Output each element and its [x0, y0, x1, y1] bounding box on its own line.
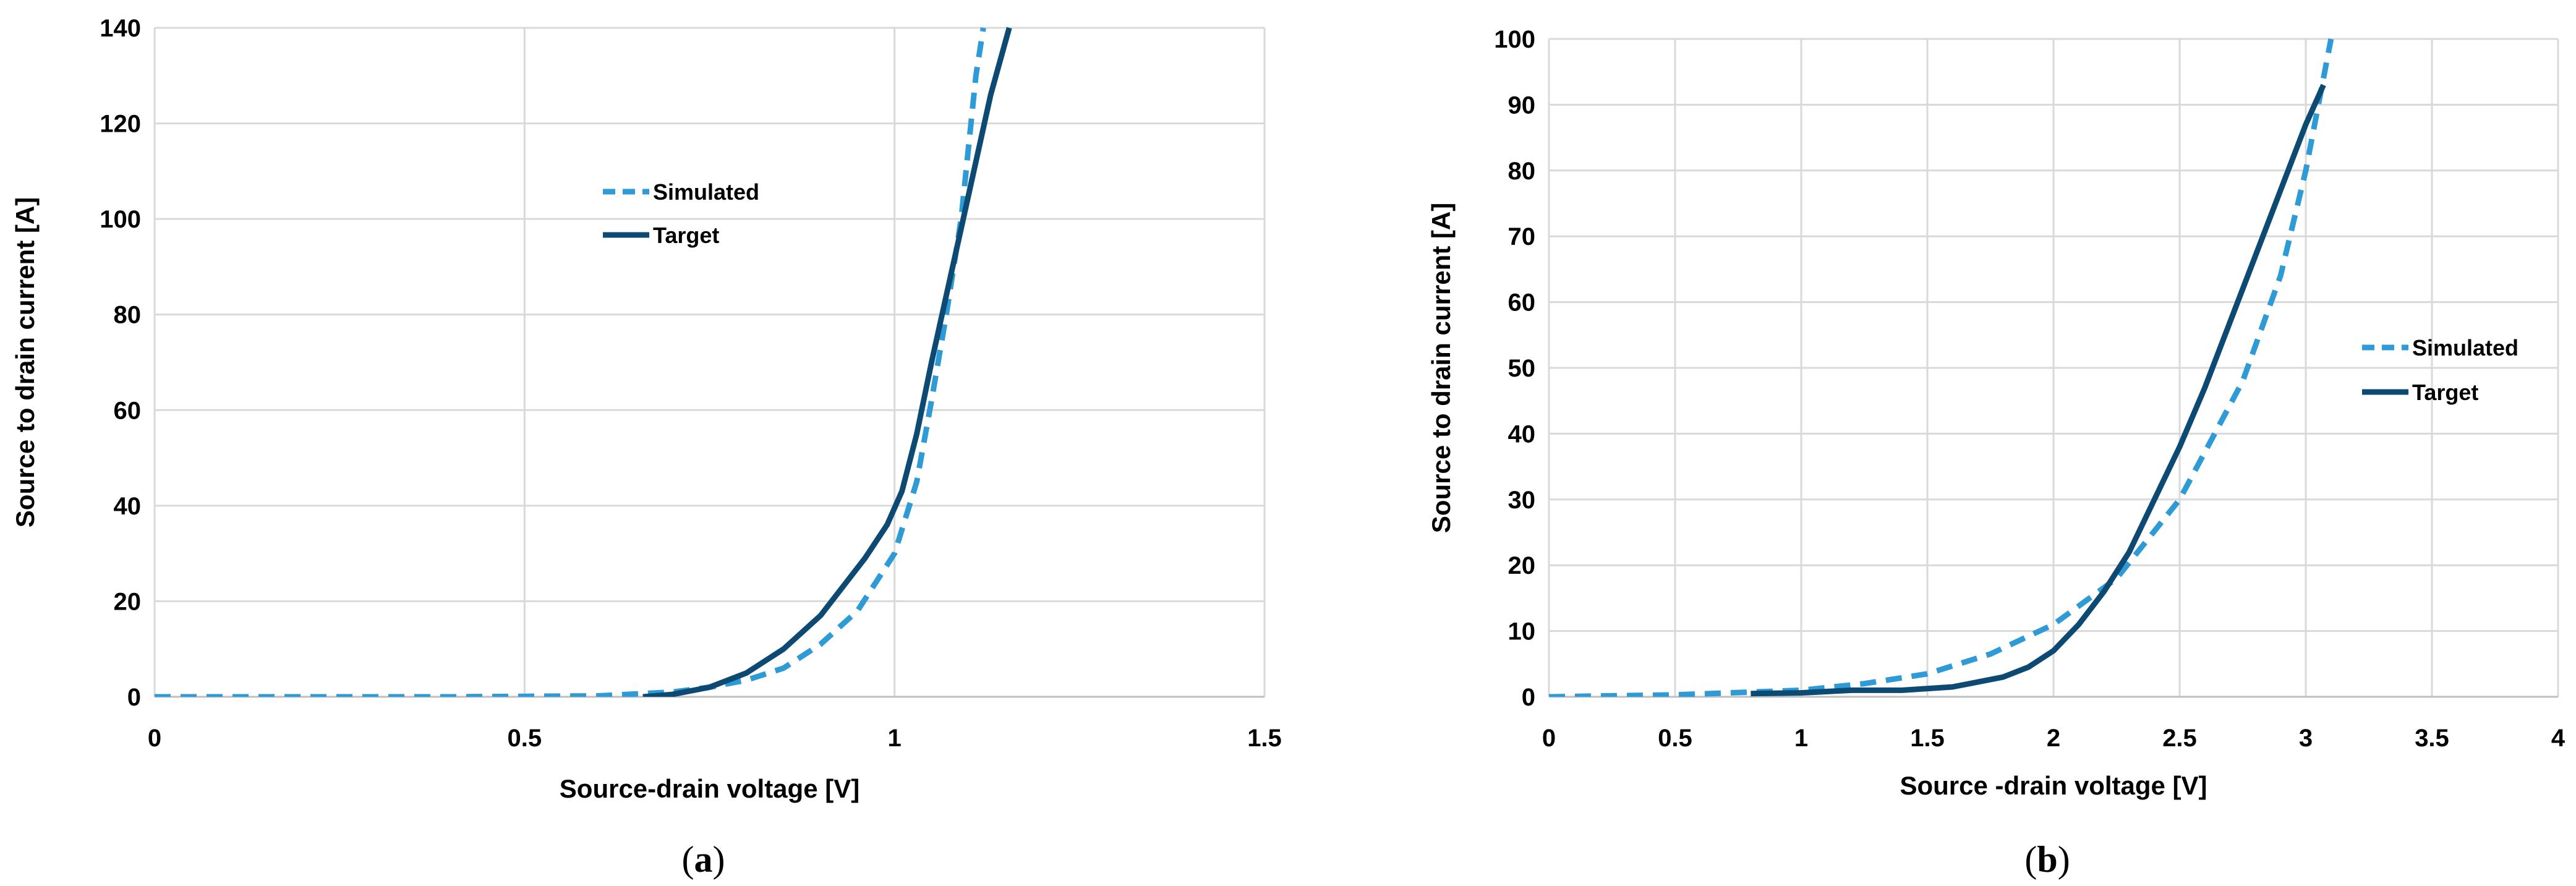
x-tick-label: 3.5 [2415, 725, 2449, 752]
series-line-simulated [1549, 38, 2334, 697]
panel-label: (a) [682, 839, 725, 880]
x-tick-label: 4 [2551, 725, 2565, 752]
y-tick-label: 20 [114, 588, 142, 615]
legend-label-simulated: Simulated [653, 179, 759, 205]
x-tick-label: 0 [1542, 725, 1556, 752]
x-tick-label: 1 [1794, 725, 1808, 752]
panel-label: (b) [2024, 839, 2070, 880]
x-axis-title: Source-drain voltage [V] [560, 774, 859, 803]
x-tick-label: 1.5 [1910, 725, 1945, 752]
panel-label-close: ) [2058, 839, 2070, 880]
y-tick-label: 0 [1522, 684, 1535, 711]
y-tick-label: 120 [100, 111, 141, 138]
y-axis-title: Source to drain current [A] [1427, 203, 1456, 533]
y-tick-label: 100 [100, 206, 141, 233]
y-tick-label: 10 [1508, 618, 1536, 645]
x-tick-label: 2 [2047, 725, 2060, 752]
y-tick-label: 40 [1508, 420, 1536, 448]
x-tick-label: 1.5 [1247, 725, 1282, 752]
y-tick-label: 0 [127, 684, 141, 711]
y-tick-label: 80 [114, 302, 142, 329]
panel-label-letter: b [2037, 839, 2057, 880]
y-tick-label: 100 [1494, 26, 1535, 53]
x-tick-label: 1 [888, 725, 902, 752]
y-tick-label: 80 [1508, 158, 1536, 185]
y-tick-label: 90 [1508, 92, 1536, 119]
series-line-simulated [155, 27, 986, 697]
y-tick-label: 50 [1508, 355, 1536, 382]
y-axis-title: Source to drain current [A] [11, 197, 40, 527]
y-tick-label: 70 [1508, 223, 1536, 250]
y-tick-label: 140 [100, 15, 141, 42]
panel-label-open: ( [682, 839, 694, 880]
series-line-target [642, 27, 1012, 697]
chart-panel-a: 0 20 40 60 80 100 120 140 0 0.5 1 1.5 Source-drain v… [11, 15, 1282, 880]
series-line-target [1751, 83, 2326, 697]
x-tick-label: 3 [2299, 725, 2313, 752]
x-tick-label: 0.5 [1658, 725, 1692, 752]
chart-panel-b: 0 10 20 30 40 50 60 70 80 90 100 0 0.5 1 1.5 2 2.5 3 3.5 4 S… [1427, 26, 2565, 880]
legend-label-simulated: Simulated [2412, 335, 2518, 360]
y-tick-label: 60 [114, 397, 142, 424]
y-tick-label: 40 [114, 493, 142, 520]
y-tick-label: 30 [1508, 487, 1536, 514]
y-tick-label: 20 [1508, 552, 1536, 579]
x-axis-title: Source -drain voltage [V] [1900, 771, 2207, 800]
panel-label-open: ( [2024, 839, 2037, 880]
panel-label-letter: a [694, 839, 713, 880]
x-tick-label: 0 [148, 725, 161, 752]
y-tick-label: 60 [1508, 289, 1536, 317]
x-tick-label: 2.5 [2162, 725, 2197, 752]
panel-label-close: ) [713, 839, 725, 880]
legend-label-target: Target [653, 223, 719, 248]
legend-label-target: Target [2412, 380, 2478, 405]
x-tick-label: 0.5 [508, 725, 542, 752]
